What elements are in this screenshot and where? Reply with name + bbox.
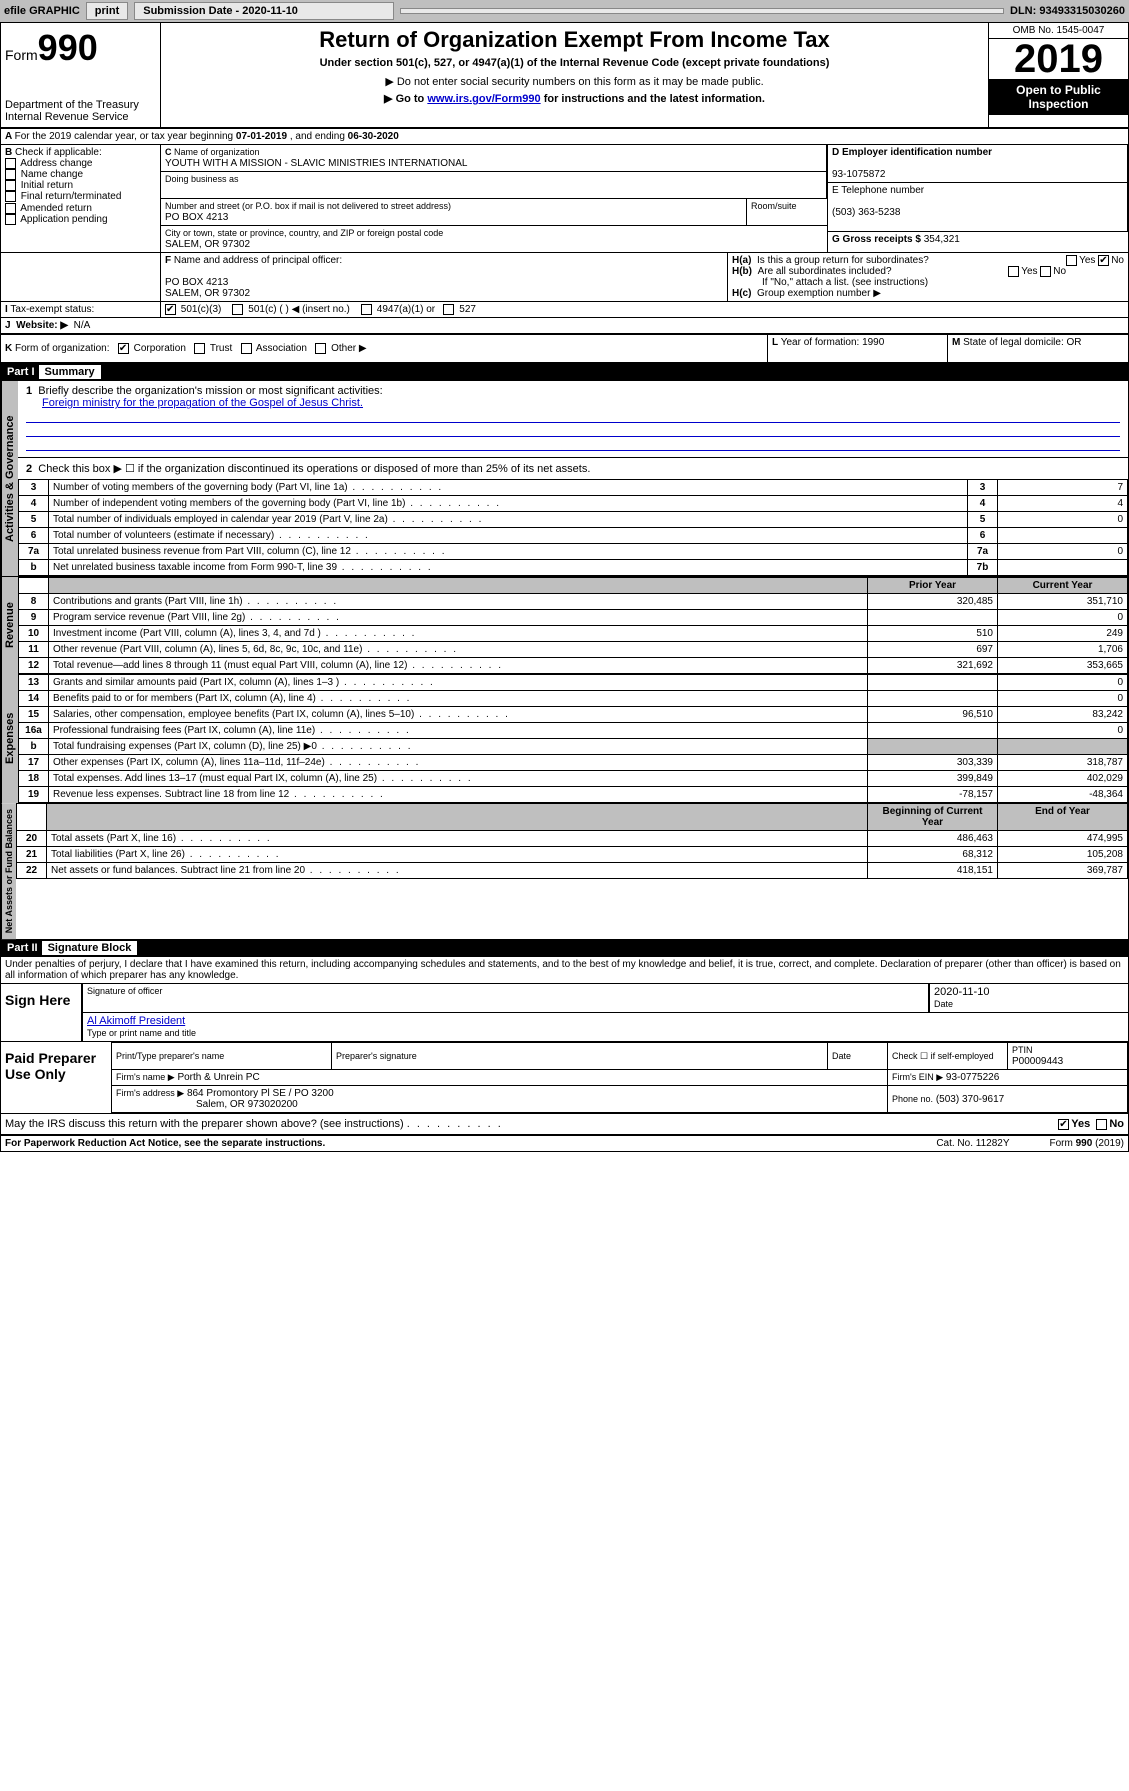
dln-label: DLN: 93493315030260 bbox=[1010, 5, 1125, 17]
tax-period: A For the 2019 calendar year, or tax yea… bbox=[1, 129, 1128, 145]
side-revenue: Revenue bbox=[1, 577, 18, 674]
form-title: Return of Organization Exempt From Incom… bbox=[169, 27, 980, 53]
boxb-checkbox[interactable] bbox=[5, 180, 16, 191]
discuss-no-checkbox[interactable] bbox=[1096, 1119, 1107, 1130]
website: N/A bbox=[74, 320, 91, 331]
boxb-checkbox[interactable] bbox=[5, 158, 16, 169]
form-number: 990 bbox=[38, 27, 98, 68]
ha-no-checkbox[interactable] bbox=[1098, 255, 1109, 266]
assoc-checkbox[interactable] bbox=[241, 343, 252, 354]
dept-label: Department of the Treasury bbox=[5, 99, 156, 111]
firm-addr1: 864 Promontory Pl SE / PO 3200 bbox=[187, 1088, 334, 1099]
form990-link[interactable]: www.irs.gov/Form990 bbox=[427, 93, 540, 105]
open-public-badge: Open to Public Inspection bbox=[989, 79, 1128, 115]
tax-year: 2019 bbox=[989, 39, 1128, 79]
boxb-checkbox[interactable] bbox=[5, 191, 16, 202]
gross-receipts: 354,321 bbox=[924, 234, 960, 245]
side-expenses: Expenses bbox=[1, 674, 18, 803]
org-name: YOUTH WITH A MISSION - SLAVIC MINISTRIES… bbox=[165, 158, 467, 169]
officer-addr1: PO BOX 4213 bbox=[165, 277, 228, 288]
discuss-row: May the IRS discuss this return with the… bbox=[1, 1113, 1128, 1136]
boxb-checkbox[interactable] bbox=[5, 169, 16, 180]
form-footer: For Paperwork Reduction Act Notice, see … bbox=[1, 1136, 1128, 1151]
telephone: (503) 363-5238 bbox=[832, 207, 900, 218]
hb-no-checkbox[interactable] bbox=[1040, 266, 1051, 277]
corp-checkbox[interactable] bbox=[118, 343, 129, 354]
discuss-yes-checkbox[interactable] bbox=[1058, 1119, 1069, 1130]
boxb-checkbox[interactable] bbox=[5, 214, 16, 225]
submission-date-button[interactable]: Submission Date - 2020-11-10 bbox=[134, 2, 394, 20]
form-note1: ▶ Do not enter social security numbers o… bbox=[169, 75, 980, 88]
form-word: Form bbox=[5, 47, 38, 63]
501c3-checkbox[interactable] bbox=[165, 304, 176, 315]
officer-name-link[interactable]: Al Akimoff President bbox=[87, 1015, 185, 1027]
form-subtitle: Under section 501(c), 527, or 4947(a)(1)… bbox=[169, 57, 980, 69]
side-netassets: Net Assets or Fund Balances bbox=[1, 803, 16, 939]
hb-yes-checkbox[interactable] bbox=[1008, 266, 1019, 277]
form-ref: Form 990 (2019) bbox=[1050, 1138, 1124, 1149]
ptin: P00009443 bbox=[1012, 1056, 1063, 1067]
org-city: SALEM, OR 97302 bbox=[165, 239, 250, 250]
firm-name: Porth & Unrein PC bbox=[177, 1072, 259, 1083]
form-header: Form990 Department of the Treasury Inter… bbox=[1, 23, 1128, 129]
state-domicile: OR bbox=[1067, 337, 1082, 348]
top-bar: efile GRAPHIC print Submission Date - 20… bbox=[0, 0, 1129, 22]
mission-link[interactable]: Foreign ministry for the propagation of … bbox=[42, 397, 363, 409]
ha-yes-checkbox[interactable] bbox=[1066, 255, 1077, 266]
year-formation: 1990 bbox=[862, 337, 884, 348]
ein: 93-1075872 bbox=[832, 169, 885, 180]
officer-addr2: SALEM, OR 97302 bbox=[165, 288, 250, 299]
other-checkbox[interactable] bbox=[315, 343, 326, 354]
print-button[interactable]: print bbox=[86, 2, 128, 20]
blank-button[interactable] bbox=[400, 8, 1004, 14]
boxb-checkbox[interactable] bbox=[5, 203, 16, 214]
irs-label: Internal Revenue Service bbox=[5, 111, 156, 123]
sig-date: 2020-11-10 bbox=[934, 986, 989, 998]
501c-checkbox[interactable] bbox=[232, 304, 243, 315]
paid-preparer-label: Paid Preparer Use Only bbox=[1, 1042, 111, 1113]
part2-header: Part IISignature Block bbox=[1, 939, 1128, 957]
penalty-text: Under penalties of perjury, I declare th… bbox=[1, 957, 1128, 984]
form-990: Form990 Department of the Treasury Inter… bbox=[0, 22, 1129, 1152]
form-note2: ▶ Go to www.irs.gov/Form990 for instruct… bbox=[169, 92, 980, 105]
firm-addr2: Salem, OR 973020200 bbox=[116, 1099, 298, 1110]
efile-label: efile GRAPHIC bbox=[4, 5, 80, 17]
part1-header: Part ISummary bbox=[1, 363, 1128, 381]
sign-here-label: Sign Here bbox=[1, 984, 81, 1041]
firm-ein: 93-0775226 bbox=[946, 1072, 999, 1083]
firm-phone: (503) 370-9617 bbox=[936, 1094, 1004, 1105]
4947-checkbox[interactable] bbox=[361, 304, 372, 315]
org-info-row: B Check if applicable: Address change Na… bbox=[1, 145, 1128, 252]
trust-checkbox[interactable] bbox=[194, 343, 205, 354]
side-governance: Activities & Governance bbox=[1, 381, 18, 576]
527-checkbox[interactable] bbox=[443, 304, 454, 315]
org-address: PO BOX 4213 bbox=[165, 212, 228, 223]
